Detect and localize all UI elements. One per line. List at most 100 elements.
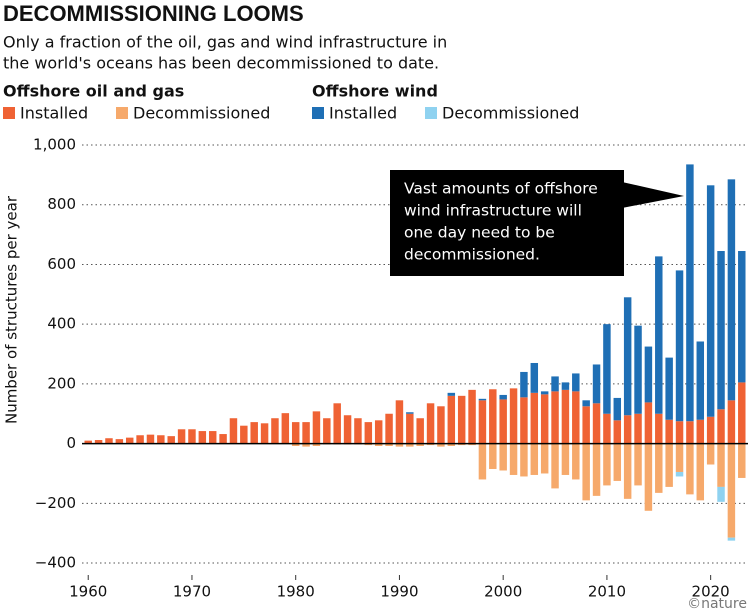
y-tick-label: −200 xyxy=(35,494,76,512)
subtitle: Only a fraction of the oil, gas and wind… xyxy=(3,33,447,52)
bar xyxy=(312,411,321,444)
bar xyxy=(582,400,590,407)
bar xyxy=(665,443,673,487)
bar xyxy=(457,395,466,444)
bar xyxy=(447,392,456,396)
bar xyxy=(727,443,736,538)
bar xyxy=(426,403,435,444)
bar xyxy=(271,418,279,444)
bar xyxy=(675,421,684,444)
bar xyxy=(177,429,186,444)
bar xyxy=(343,415,352,444)
bar xyxy=(157,435,165,444)
bar xyxy=(717,409,725,444)
bar xyxy=(437,443,445,447)
bar xyxy=(291,422,300,444)
bar xyxy=(675,443,684,472)
bar xyxy=(105,438,113,444)
bar xyxy=(551,443,559,489)
bar xyxy=(478,443,487,480)
bar xyxy=(385,443,393,446)
bar xyxy=(509,388,518,444)
x-tick-label: 2020 xyxy=(692,583,730,601)
bar xyxy=(686,443,694,495)
bar xyxy=(613,443,622,481)
bar xyxy=(623,443,632,499)
bar xyxy=(738,382,746,444)
bar xyxy=(499,394,507,400)
x-tick-label: 1970 xyxy=(173,583,211,601)
legend-swatch xyxy=(116,107,128,119)
bar xyxy=(655,443,663,493)
bar xyxy=(208,431,217,444)
bar xyxy=(717,443,725,487)
bar xyxy=(281,413,290,444)
bar xyxy=(354,418,362,444)
bar xyxy=(540,394,549,444)
bar xyxy=(603,413,611,444)
bar xyxy=(696,443,705,501)
bar xyxy=(406,443,414,447)
bar xyxy=(146,434,155,444)
bar xyxy=(499,399,507,444)
bar xyxy=(136,435,144,444)
x-tick-label: 1980 xyxy=(277,583,315,601)
bar xyxy=(125,437,134,444)
bar xyxy=(738,443,746,478)
y-tick-label: −400 xyxy=(35,554,76,572)
bar xyxy=(385,413,393,444)
bar xyxy=(655,256,663,414)
bar xyxy=(623,415,632,444)
bar xyxy=(374,443,383,446)
bar xyxy=(520,397,528,444)
bar xyxy=(582,406,590,444)
bar xyxy=(613,420,622,444)
bar xyxy=(416,443,424,446)
bar xyxy=(592,403,601,444)
bar xyxy=(260,423,269,444)
bar xyxy=(302,443,310,447)
bar xyxy=(416,418,424,444)
bar xyxy=(686,421,694,444)
bar xyxy=(582,443,590,501)
bar xyxy=(374,420,383,444)
legend-group-title: Offshore wind xyxy=(312,82,438,101)
bar xyxy=(188,429,196,444)
bar xyxy=(198,431,207,444)
bar xyxy=(717,486,725,502)
y-tick-label: 1,000 xyxy=(33,136,76,154)
bar xyxy=(478,400,487,444)
bar xyxy=(406,413,414,444)
bar xyxy=(572,391,580,444)
bar xyxy=(727,179,736,401)
bar xyxy=(437,406,445,444)
bar xyxy=(696,341,705,420)
bar xyxy=(323,418,331,444)
x-tick-label: 1960 xyxy=(69,583,107,601)
bar xyxy=(561,443,570,475)
bar xyxy=(229,418,238,444)
bar xyxy=(706,185,715,417)
bar xyxy=(675,270,684,422)
bar xyxy=(468,389,476,444)
bar xyxy=(509,443,518,475)
x-tick-label: 2000 xyxy=(484,583,522,601)
chart-title: DECOMMISSIONING LOOMS xyxy=(3,1,304,26)
bar xyxy=(395,400,404,444)
bar xyxy=(727,400,736,444)
bar xyxy=(115,439,124,444)
bar xyxy=(655,413,663,444)
y-tick-label: 600 xyxy=(47,255,76,273)
bar xyxy=(447,395,456,444)
y-tick-label: 0 xyxy=(66,434,76,452)
bar xyxy=(94,440,103,444)
bar xyxy=(406,412,414,414)
bar xyxy=(717,251,725,410)
y-tick-label: 400 xyxy=(47,315,76,333)
bar xyxy=(291,443,300,446)
bar xyxy=(489,389,497,444)
annotation-text: wind infrastructure will xyxy=(404,202,582,220)
legend-group-title: Offshore oil and gas xyxy=(3,82,184,101)
